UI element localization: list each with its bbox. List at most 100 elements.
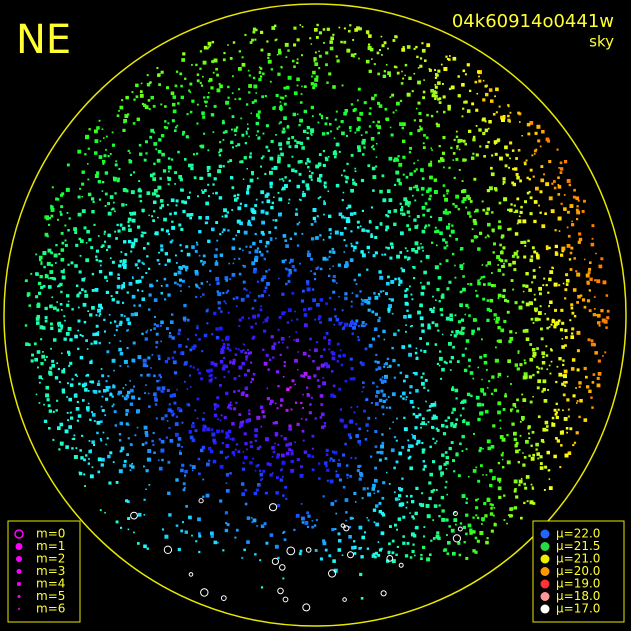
star [486, 439, 491, 444]
star [270, 139, 274, 143]
star [365, 398, 369, 401]
star [213, 254, 218, 258]
star [128, 281, 133, 286]
star [398, 498, 401, 501]
star [49, 277, 52, 280]
star [189, 82, 193, 86]
star [378, 501, 382, 505]
star [243, 344, 245, 346]
star [345, 464, 349, 467]
star [181, 421, 184, 424]
star [243, 548, 246, 552]
star [145, 488, 147, 490]
star [513, 437, 517, 441]
star [377, 335, 380, 338]
star [285, 408, 289, 412]
star [105, 443, 107, 446]
star [45, 385, 50, 390]
star [260, 230, 265, 235]
star [118, 433, 122, 436]
star [537, 379, 542, 384]
star [254, 428, 259, 433]
star [242, 280, 246, 284]
star [66, 411, 69, 414]
star [226, 347, 230, 350]
star [301, 85, 303, 88]
star [365, 423, 369, 427]
star [301, 429, 305, 433]
star [519, 420, 522, 423]
star [266, 397, 270, 401]
star [224, 276, 229, 280]
star [254, 553, 257, 556]
star [215, 277, 220, 281]
star [507, 228, 510, 231]
star [191, 465, 196, 469]
star [61, 443, 63, 446]
star [558, 357, 562, 361]
star [188, 163, 192, 168]
star [188, 374, 191, 377]
star [244, 502, 248, 506]
star [222, 345, 226, 349]
star [414, 511, 418, 516]
star [334, 315, 337, 318]
star [119, 351, 124, 356]
star [345, 244, 348, 247]
star [307, 250, 310, 253]
star [437, 81, 441, 85]
star [421, 442, 424, 445]
star [501, 234, 505, 238]
star [425, 504, 430, 508]
star [265, 353, 269, 357]
star [529, 357, 534, 362]
star [245, 132, 248, 135]
star [402, 173, 405, 176]
star [95, 332, 99, 336]
star [442, 95, 446, 99]
star [84, 293, 89, 298]
star [475, 514, 478, 517]
star [159, 177, 162, 180]
star [498, 258, 502, 261]
star [201, 191, 205, 194]
star [503, 115, 506, 118]
star [351, 292, 354, 294]
star [276, 407, 279, 410]
star [241, 62, 246, 67]
legend-label: m=5 [36, 589, 65, 603]
star [373, 521, 376, 524]
star [524, 375, 528, 379]
star [300, 199, 302, 201]
star [289, 258, 294, 263]
star [119, 320, 123, 324]
star [222, 292, 225, 295]
star [391, 93, 395, 97]
star [263, 361, 268, 366]
star [237, 230, 240, 233]
star [540, 367, 543, 370]
star [108, 342, 111, 344]
star [153, 451, 156, 454]
star [547, 291, 550, 294]
star [413, 435, 416, 438]
star [513, 211, 516, 214]
star [225, 391, 229, 396]
star [291, 291, 295, 295]
star [180, 290, 182, 292]
star [144, 337, 148, 341]
star [127, 528, 130, 531]
star [343, 424, 348, 429]
star [388, 483, 391, 485]
star [260, 190, 265, 195]
star [503, 519, 506, 521]
star [250, 325, 254, 329]
star [157, 185, 162, 190]
star [311, 447, 314, 450]
star [198, 371, 201, 375]
star [209, 368, 213, 373]
star [278, 197, 283, 202]
star [283, 364, 286, 367]
star [99, 264, 102, 267]
star [371, 166, 376, 171]
